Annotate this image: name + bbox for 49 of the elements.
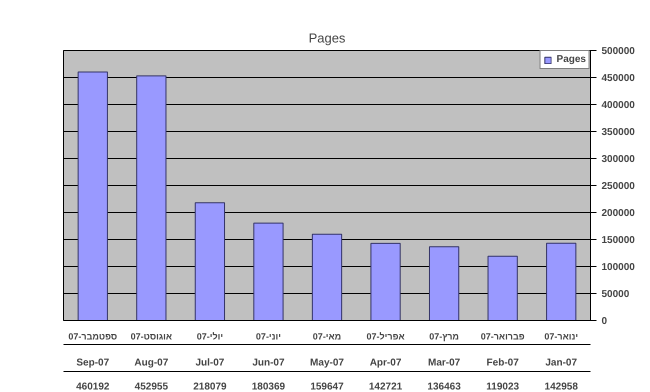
y-tick-label: 450000	[602, 73, 636, 84]
x-tick-label: פברואר-07	[480, 332, 525, 342]
data-label: 142721	[368, 382, 403, 392]
y-tick-label: 150000	[602, 235, 636, 246]
y-tick-label: 400000	[602, 100, 636, 111]
bar	[488, 256, 518, 320]
y-tick-label: 200000	[602, 208, 636, 219]
data-label: 159647	[310, 382, 344, 392]
text: Feb-07	[486, 358, 520, 368]
data-label: 180369	[252, 382, 286, 392]
bar	[370, 242, 401, 320]
chart-title: Pages	[308, 30, 346, 46]
x-tick-label: מאי-07	[312, 332, 342, 342]
x-tick-label: יוני-07	[256, 332, 281, 342]
bar	[428, 246, 460, 320]
y-tick-label: 0	[602, 316, 608, 327]
data-label: 218079	[193, 382, 228, 392]
data-label: 119023	[486, 382, 520, 392]
data-label: 142958	[544, 382, 578, 392]
text: Sep-07	[76, 358, 110, 368]
bar	[253, 222, 284, 320]
bar	[194, 202, 226, 320]
bar	[78, 71, 108, 320]
text: May-07	[310, 358, 344, 368]
x-tick-label: אפריל-07	[366, 332, 405, 342]
data-label: 460192	[76, 382, 110, 392]
bar	[546, 242, 576, 320]
data-label: 136463	[427, 382, 462, 392]
y-tick-label: 100000	[602, 262, 636, 273]
text: Jan-07	[545, 358, 578, 368]
x-tick-label: מרץ-07	[429, 332, 459, 342]
text: Apr-07	[370, 358, 402, 368]
y-tick-label: 250000	[602, 181, 636, 192]
text: Aug-07	[134, 358, 169, 368]
y-tick-label: 50000	[602, 289, 630, 300]
text: Mar-07	[428, 358, 461, 368]
x-tick-label: יולי-07	[196, 332, 224, 342]
text: Jul-07	[195, 358, 225, 368]
y-tick-label: 350000	[602, 127, 636, 138]
y-tick-label: 300000	[602, 154, 636, 165]
data-label: 452955	[134, 382, 168, 392]
x-tick-label: אוגוסט-07	[130, 332, 172, 342]
x-tick-label: ספטמבר-07	[68, 332, 118, 342]
bar	[312, 234, 342, 320]
bar	[136, 75, 166, 320]
legend-label: Pages	[556, 54, 586, 65]
text: Jun-07	[252, 358, 285, 368]
x-tick-label: ינואר-07	[544, 332, 578, 342]
y-tick-label: 500000	[602, 46, 636, 57]
